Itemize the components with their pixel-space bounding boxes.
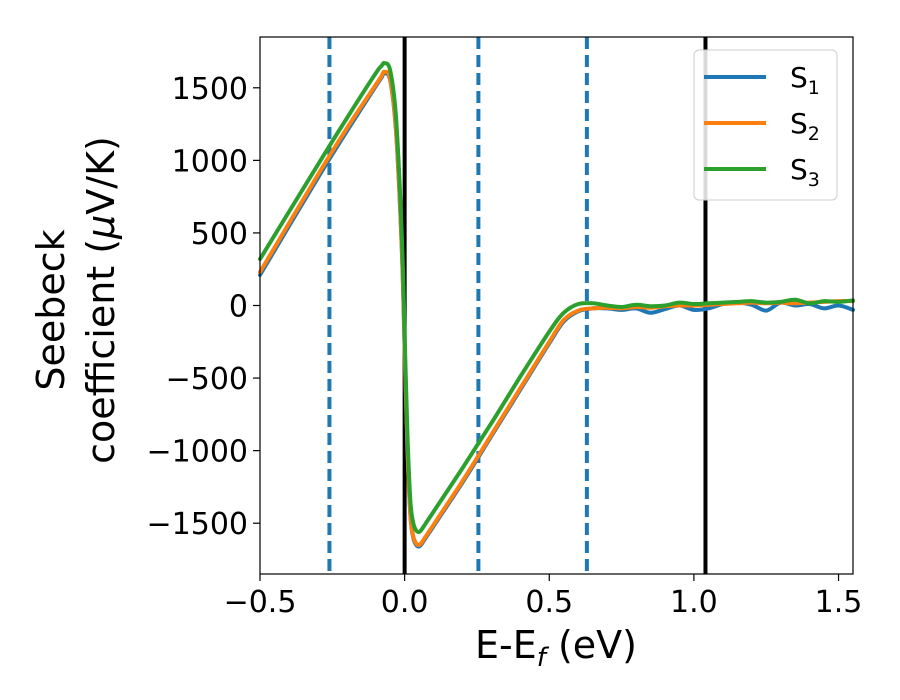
y-tick-label: −1500 (147, 507, 248, 542)
x-axis-title-main: E-E (475, 623, 537, 667)
x-tick-label: 0.0 (381, 585, 429, 620)
y-axis-title-line1: Seebeck (29, 229, 73, 390)
x-axis-title-unit: (eV) (546, 623, 637, 667)
legend-label-s2: S2 (790, 107, 820, 145)
y-axis-title-line2: coefficient (μV/K) (79, 136, 123, 464)
y-axis-ticks: 1500 1000 500 0 −500 −1000 −1500 (147, 72, 260, 542)
legend-label-main: S (790, 107, 808, 140)
y-tick-label: 1000 (172, 144, 248, 179)
y-tick-label: 500 (191, 217, 248, 252)
y-axis-title-prefix: coefficient ( (79, 239, 123, 464)
y-tick-label: 0 (229, 290, 248, 325)
legend-label-sub: 2 (808, 123, 820, 145)
x-axis-ticks: −0.5 0.0 0.5 1.0 1.5 (224, 574, 863, 620)
y-tick-label: −500 (166, 362, 248, 397)
x-tick-label: 1.0 (670, 585, 718, 620)
x-tick-label: 0.5 (525, 585, 573, 620)
y-tick-label: 1500 (172, 72, 248, 107)
x-tick-label: −0.5 (224, 585, 297, 620)
series-layer (258, 60, 855, 549)
legend-label-sub: 3 (808, 169, 820, 191)
legend-label-main: S (790, 153, 808, 186)
y-tick-label: −1000 (147, 435, 248, 470)
y-axis-title-mu: μ (79, 215, 123, 240)
x-tick-label: 1.5 (815, 585, 863, 620)
legend-label-main: S (790, 61, 808, 94)
legend-label-sub: 1 (808, 77, 820, 99)
legend-label-s3: S3 (790, 153, 820, 191)
x-axis-title: E-Ef (eV) (475, 623, 637, 673)
legend-label-s1: S1 (790, 61, 820, 99)
y-axis-title-suffix: V/K) (79, 136, 123, 215)
series-line-s3 (258, 60, 855, 535)
